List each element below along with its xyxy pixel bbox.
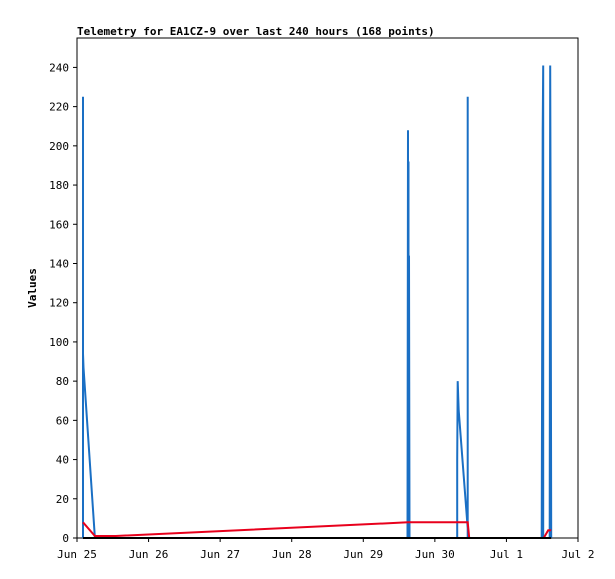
- y-tick-label: 120: [49, 297, 69, 310]
- chart-title: Telemetry for EA1CZ-9 over last 240 hour…: [77, 25, 435, 38]
- x-tick-label: Jun 28: [272, 548, 312, 561]
- y-tick-label: 180: [49, 179, 69, 192]
- y-tick-label: 160: [49, 218, 69, 231]
- x-tick-label: Jun 25: [57, 548, 97, 561]
- y-tick-label: 220: [49, 101, 69, 114]
- x-tick-label: Jun 29: [343, 548, 383, 561]
- series-line: [82, 65, 553, 539]
- plot-frame: [76, 37, 579, 539]
- x-axis: Jun 25 Jun 26 Jun 27 Jun 28 Jun 29 Jun 30 Jul …: [57, 538, 595, 561]
- y-tick-label: 100: [49, 336, 69, 349]
- x-tick-label: Jun 26: [129, 548, 169, 561]
- x-tick-label: Jul 1: [490, 548, 523, 561]
- series-layer: [82, 65, 553, 539]
- y-tick-label: 40: [56, 454, 69, 467]
- series-line: [82, 521, 552, 539]
- x-tick-label: Jun 30: [415, 548, 455, 561]
- y-axis: 0 20 40 60 80 100 120 140 160 180 200 220 240: [49, 61, 77, 545]
- y-tick-label: 240: [49, 61, 69, 74]
- x-tick-label: Jun 27: [200, 548, 240, 561]
- y-axis-label: Values: [26, 268, 39, 308]
- x-tick-label: Jul 2: [561, 548, 594, 561]
- y-tick-label: 20: [56, 493, 69, 506]
- y-tick-label: 140: [49, 257, 69, 270]
- y-tick-label: 80: [56, 375, 69, 388]
- y-tick-label: 60: [56, 414, 69, 427]
- y-tick-label: 0: [62, 532, 69, 545]
- y-tick-label: 200: [49, 140, 69, 153]
